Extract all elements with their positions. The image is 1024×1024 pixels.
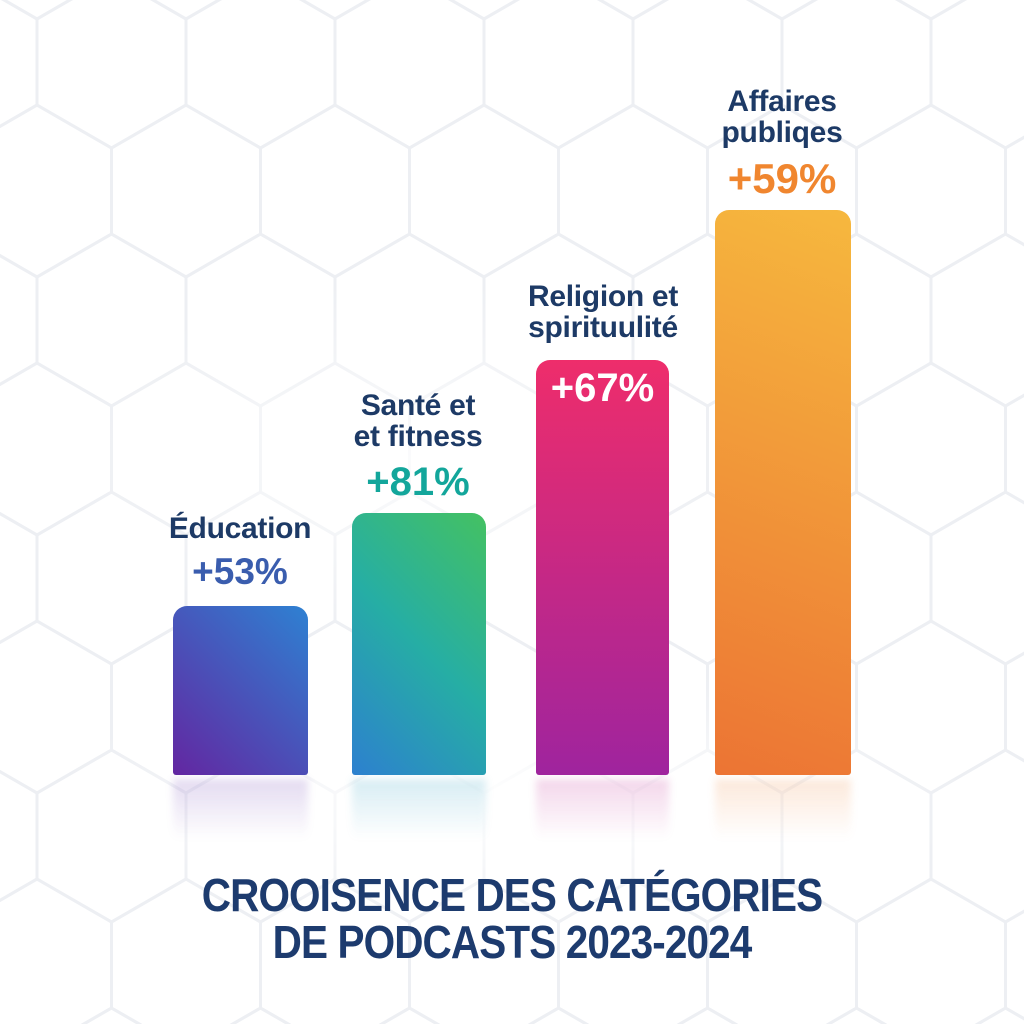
- category-label-sante-line1: Santé et: [360, 389, 476, 422]
- bar-education: [173, 606, 308, 775]
- bar-sante-fitness: [352, 513, 486, 775]
- growth-value-religion: +67%: [550, 366, 655, 410]
- category-label-affaires-line2: publiqes: [721, 116, 843, 149]
- chart-title-line2: DE PODCASTS 2023-2024: [272, 916, 753, 968]
- growth-value-sante-fitness: +81%: [366, 460, 470, 504]
- category-label-education: Éducation: [168, 512, 312, 545]
- chart-title: CROOISENCE DES CATÉGORIES DE PODCASTS 20…: [61, 872, 962, 966]
- category-label-affaires-line1: Affaires: [727, 85, 837, 118]
- label-block-affaires: Affaires publiqes +59%: [662, 86, 902, 201]
- bar-religion: [536, 360, 669, 775]
- bar-reflection-religion: [536, 779, 669, 864]
- bar-reflection-education: [173, 779, 308, 864]
- bar-affaires: [715, 210, 851, 775]
- category-label-sante-line2: et fitness: [353, 420, 483, 453]
- label-block-religion: Religion et spirituulité: [483, 281, 723, 343]
- chart-title-line1: CROOISENCE DES CATÉGORIES: [201, 869, 823, 921]
- category-label-religion-line1: Religion et: [527, 280, 679, 313]
- growth-value-affaires: +59%: [727, 155, 837, 202]
- label-block-education: Éducation +53%: [120, 513, 360, 592]
- label-block-sante-fitness: Santé et et fitness +81%: [298, 390, 538, 503]
- category-label-religion-line2: spirituulité: [528, 311, 678, 344]
- bar-reflection-affaires: [715, 779, 851, 864]
- growth-value-education: +53%: [192, 551, 288, 592]
- bar-reflection-sante-fitness: [352, 779, 486, 864]
